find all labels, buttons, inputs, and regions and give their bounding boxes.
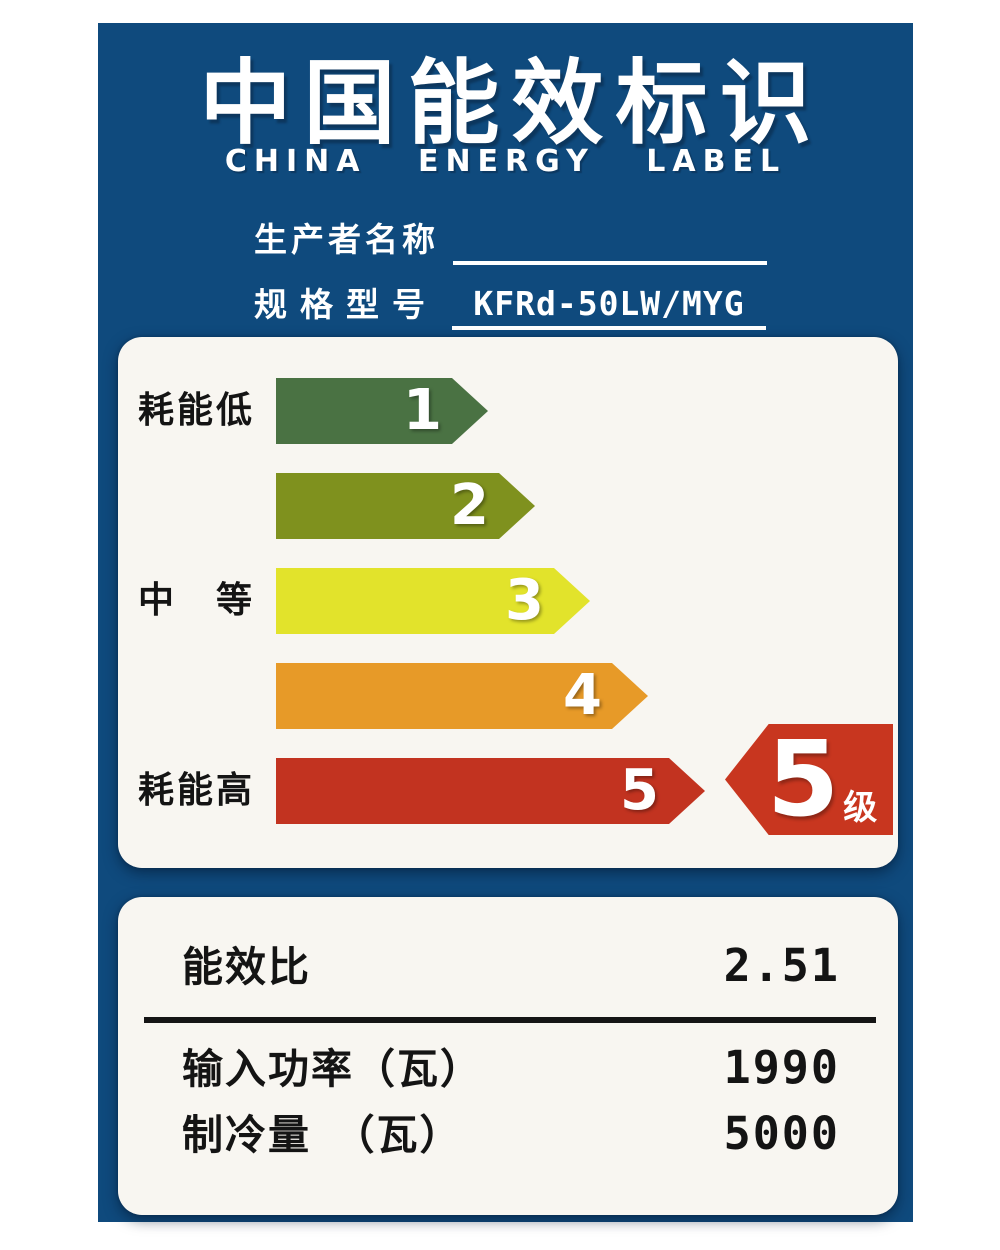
grade-5-number: 5	[620, 758, 659, 823]
rating-badge: 5 级	[725, 724, 893, 835]
specs-panel: 能效比 2.51 输入功率（瓦） 1990 制冷量 （瓦） 5000	[118, 897, 898, 1215]
model-value: KFRd-50LW/MYG	[473, 284, 745, 323]
input-power-value: 1990	[723, 1041, 840, 1094]
model-label: 规格型号	[254, 285, 438, 324]
title-chinese: 中国能效标识	[199, 50, 824, 157]
low-consumption-label: 耗能低	[138, 390, 256, 431]
grade-3-number: 3	[505, 568, 544, 633]
high-consumption-label: 耗能高	[138, 770, 256, 811]
grade-4-number: 4	[563, 663, 602, 728]
producer-row: 生产者名称	[254, 213, 767, 265]
input-power-label: 输入功率（瓦）	[182, 1045, 483, 1093]
cooling-capacity-label: 制冷量 （瓦）	[182, 1111, 463, 1159]
energy-label: 中国能效标识 CHINA ENERGY LABEL 生产者名称 规格型号 KFR…	[98, 23, 913, 1222]
model-row: 规格型号 KFRd-50LW/MYG	[254, 278, 766, 330]
medium-label: 中 等	[138, 580, 256, 621]
efficiency-scale-panel: 耗能低 中 等 耗能高 1 2 3 4 5 5 级	[118, 337, 898, 868]
spec-row-eer: 能效比 2.51	[182, 933, 840, 993]
rating-number: 5	[766, 717, 840, 840]
spec-row-input-power: 输入功率（瓦） 1990	[182, 1035, 840, 1095]
producer-label: 生产者名称	[254, 220, 439, 259]
model-underline: KFRd-50LW/MYG	[452, 282, 766, 330]
spec-row-cooling-capacity: 制冷量 （瓦） 5000	[182, 1101, 840, 1161]
title-english: CHINA ENERGY LABEL	[224, 144, 787, 179]
grade-1-arrow: 1	[276, 378, 488, 444]
eer-label: 能效比	[182, 943, 311, 991]
grade-2-number: 2	[450, 473, 489, 538]
producer-underline	[453, 217, 767, 265]
eer-value: 2.51	[723, 939, 840, 992]
grade-2-arrow: 2	[276, 473, 535, 539]
grade-1-number: 1	[403, 378, 442, 443]
grade-4-arrow: 4	[276, 663, 648, 729]
grade-5-arrow: 5	[276, 758, 705, 824]
grade-3-arrow: 3	[276, 568, 590, 634]
rating-suffix: 级	[843, 788, 878, 828]
cooling-capacity-value: 5000	[723, 1107, 840, 1160]
divider	[144, 1017, 876, 1023]
